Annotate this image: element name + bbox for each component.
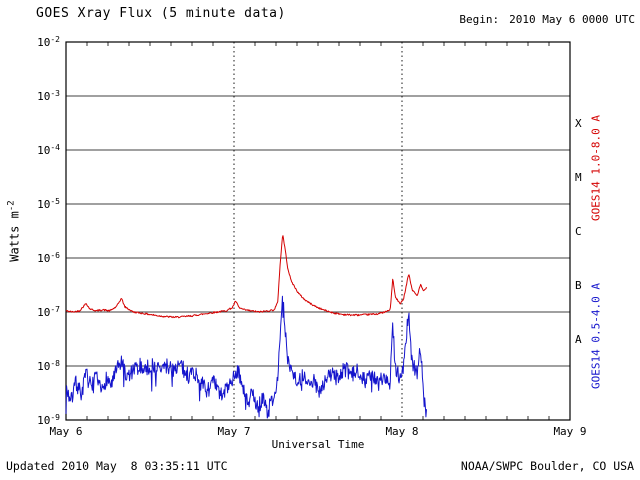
chart-title: GOES Xray Flux (5 minute data) <box>36 6 286 21</box>
flare-class-label: B <box>575 279 582 292</box>
begin-label: Begin: <box>459 13 500 26</box>
x-tick-label: May 8 <box>385 425 418 438</box>
x-tick-label: May 7 <box>217 425 250 438</box>
y-tick-label: 10-8 <box>37 359 60 373</box>
y-tick-label: 10-5 <box>37 197 60 211</box>
begin-time: Begin: 2010 May 6 0000 UTC <box>459 13 635 26</box>
y-tick-label: 10-4 <box>37 143 60 157</box>
flare-class-label: A <box>575 333 582 346</box>
source-credit: NOAA/SWPC Boulder, CO USA <box>460 459 634 473</box>
x-tick-label: May 9 <box>553 425 586 438</box>
y-tick-label: 10-2 <box>37 35 60 49</box>
begin-value: 2010 May 6 0000 UTC <box>509 13 635 26</box>
flare-class-label: C <box>575 225 582 238</box>
x-axis-label: Universal Time <box>271 438 365 451</box>
series-line-long <box>65 235 427 319</box>
y-axis-label-base: Watts m <box>7 211 22 262</box>
series-label-long-wavelength: GOES14 1.0-8.0 A <box>589 115 603 221</box>
y-tick-label: 10-7 <box>37 305 60 319</box>
x-tick-label: May 6 <box>49 425 82 438</box>
y-tick-label: 10-3 <box>37 89 60 103</box>
flare-class-label: X <box>575 117 582 130</box>
y-tick-label: 10-6 <box>37 251 60 265</box>
y-axis-label-exponent: -2 <box>6 200 17 212</box>
flare-class-label: M <box>575 171 582 184</box>
plot-border <box>65 41 571 421</box>
series-label-short-wavelength: GOES14 0.5-4.0 A <box>589 283 603 389</box>
y-axis-label: Watts m-2 <box>7 200 22 261</box>
series-line-short <box>65 295 427 419</box>
updated-timestamp: Updated 2010 May 8 03:35:11 UTC <box>6 459 228 473</box>
y-tick-label: 10-9 <box>37 413 60 427</box>
